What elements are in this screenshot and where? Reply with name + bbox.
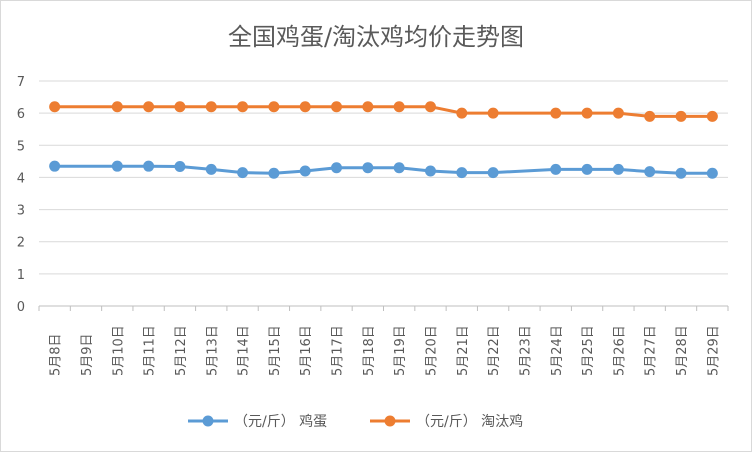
data-point: [393, 101, 405, 113]
data-point: [706, 110, 718, 122]
data-point: [644, 166, 656, 178]
x-tick-label: 5月12日: [174, 325, 189, 376]
x-tick-label: 5月20日: [424, 325, 439, 376]
x-tick-label: 5月8日: [49, 333, 64, 376]
y-tick-label: 5: [17, 139, 25, 154]
data-point: [331, 101, 343, 113]
axes: [38, 305, 729, 311]
x-tick-label: 5月27日: [644, 325, 659, 376]
series-1: [49, 101, 718, 122]
data-point: [393, 162, 405, 174]
data-point: [581, 107, 593, 119]
x-tick-label: 5月25日: [581, 325, 596, 376]
y-tick-label: 4: [17, 171, 25, 186]
x-tick-label: 5月23日: [518, 325, 533, 376]
data-point: [331, 162, 343, 174]
data-point: [174, 161, 186, 172]
data-point: [487, 107, 499, 119]
y-tick-label: 3: [17, 204, 25, 219]
data-point: [268, 101, 280, 113]
legend-marker-egg: [202, 415, 214, 427]
data-point: [49, 160, 61, 172]
y-tick-label: 2: [17, 236, 25, 251]
data-point: [174, 101, 186, 113]
gridlines: [39, 80, 728, 275]
data-point: [424, 101, 436, 113]
data-point: [237, 101, 249, 113]
x-tick-label: 5月10日: [111, 325, 126, 376]
data-point: [612, 107, 624, 119]
data-point: [550, 107, 562, 119]
x-tick-label: 5月17日: [331, 325, 346, 376]
legend-marker-spent-hen: [384, 415, 396, 427]
data-point: [706, 167, 718, 179]
x-tick-label: 5月16日: [299, 325, 314, 376]
x-tick-label: 5月18日: [362, 325, 377, 376]
data-point: [111, 160, 123, 172]
data-point: [49, 101, 61, 113]
x-tick-label: 5月21日: [456, 325, 471, 376]
data-point: [675, 167, 687, 179]
data-point: [644, 110, 656, 122]
data-point: [612, 163, 624, 175]
data-point: [143, 160, 155, 172]
y-tick-label: 0: [17, 300, 25, 315]
series-0: [49, 160, 718, 179]
x-tick-label: 5月28日: [675, 325, 690, 376]
data-point: [143, 101, 155, 113]
data-point: [111, 101, 123, 113]
data-point: [456, 167, 468, 179]
legend-label-egg: （元/斤） 鸡蛋: [234, 413, 327, 430]
data-point: [205, 101, 217, 113]
data-point: [205, 163, 217, 175]
x-tick-label: 5月13日: [205, 325, 220, 376]
data-point: [456, 107, 468, 119]
x-tick-label: 5月15日: [268, 325, 283, 376]
data-point: [550, 163, 562, 175]
y-tick-label: 7: [17, 75, 25, 90]
data-point: [299, 165, 311, 177]
legend-label-spent-hen: （元/斤） 淘汰鸡: [416, 413, 523, 430]
x-axis-ticks: 5月8日 5月9日 5月10日 5月11日 5月12日 5月13日 5月14日 5月15日 5月…: [49, 325, 722, 376]
data-point: [424, 165, 436, 177]
y-axis-ticks: 0 1 2 3 4 5 6 7: [17, 75, 25, 315]
chart-title: 全国鸡蛋/淘汰鸡均价走势图: [228, 23, 524, 51]
x-tick-label: 5月29日: [706, 325, 721, 376]
y-tick-label: 6: [17, 107, 25, 122]
data-point: [268, 167, 280, 179]
data-point: [237, 167, 249, 179]
x-tick-label: 5月22日: [487, 325, 502, 376]
data-point: [362, 162, 374, 174]
x-tick-label: 5月19日: [393, 325, 408, 376]
series: [49, 101, 718, 179]
x-tick-label: 5月11日: [143, 325, 158, 376]
data-point: [581, 163, 593, 175]
data-point: [362, 101, 374, 113]
x-tick-label: 5月14日: [237, 325, 252, 376]
legend: （元/斤） 鸡蛋 （元/斤） 淘汰鸡: [188, 413, 523, 430]
y-tick-label: 1: [17, 268, 25, 283]
x-tick-label: 5月9日: [80, 333, 95, 376]
x-tick-label: 5月24日: [550, 325, 565, 376]
data-point: [487, 167, 499, 179]
data-point: [299, 101, 311, 113]
x-tick-label: 5月26日: [612, 325, 627, 376]
data-point: [675, 110, 687, 122]
